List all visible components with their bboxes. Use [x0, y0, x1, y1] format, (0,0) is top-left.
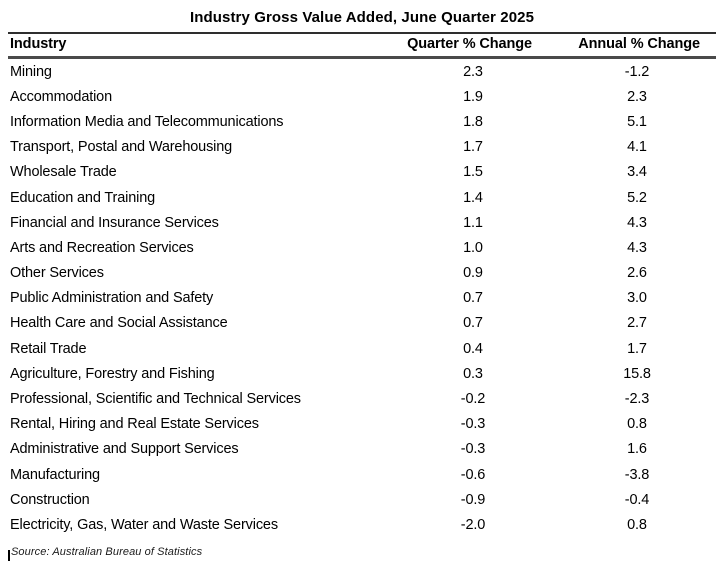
quarter-change-cell: 0.7	[463, 315, 483, 332]
annual-change-cell: 4.3	[627, 214, 647, 231]
quarter-change-cell: -2.0	[460, 516, 486, 533]
annual-change-cell: 2.7	[627, 315, 647, 332]
table-row: Professional, Scientific and Technical S…	[8, 386, 716, 411]
annual-change-cell: 4.3	[627, 239, 647, 256]
industry-cell: Health Care and Social Assistance	[10, 315, 228, 332]
quarter-change-cell: -0.6	[460, 466, 486, 483]
annual-change-cell: 1.6	[627, 441, 647, 458]
quarter-change-cell: -0.3	[460, 416, 486, 433]
table-row: Information Media and Telecommunications…	[8, 109, 716, 134]
page-title: Industry Gross Value Added, June Quarter…	[189, 9, 535, 26]
source-note: Source: Australian Bureau of Statistics	[11, 546, 203, 558]
industry-cell: Electricity, Gas, Water and Waste Servic…	[10, 516, 278, 533]
table-row: Health Care and Social Assistance 0.7 2.7	[8, 311, 716, 336]
industry-cell: Agriculture, Forestry and Fishing	[10, 365, 215, 382]
annual-change-cell: 5.2	[627, 189, 647, 206]
table-row: Administrative and Support Services -0.3 1…	[8, 437, 716, 462]
quarter-change-cell: 1.9	[463, 88, 483, 105]
annual-change-cell: 15.8	[623, 365, 651, 382]
quarter-change-cell: 1.4	[463, 189, 483, 206]
annual-change-cell: 3.4	[627, 164, 647, 181]
annual-change-cell: 0.8	[627, 516, 647, 533]
table-row: Manufacturing -0.6 -3.8	[8, 462, 716, 487]
table-row: Accommodation 1.9 2.3	[8, 84, 716, 109]
column-header-annual-pct-change: Annual % Change	[578, 36, 700, 52]
industry-cell: Mining	[10, 63, 52, 80]
industry-cell: Other Services	[10, 265, 104, 282]
industry-cell: Public Administration and Safety	[10, 290, 214, 307]
industry-cell: Education and Training	[10, 189, 156, 206]
quarter-change-cell: 1.1	[463, 214, 483, 231]
table-row: Mining 2.3 -1.2	[8, 58, 716, 85]
column-header-quarter-pct-change: Quarter % Change	[407, 36, 532, 52]
table-header-row: Industry Quarter % Change Annual % Chang…	[8, 33, 716, 58]
quarter-change-cell: -0.2	[460, 391, 486, 408]
table-row: Education and Training 1.4 5.2	[8, 185, 716, 210]
industry-cell: Construction	[10, 491, 90, 508]
industry-cell: Rental, Hiring and Real Estate Services	[10, 416, 259, 433]
industry-cell: Financial and Insurance Services	[10, 214, 219, 231]
industry-cell: Manufacturing	[10, 466, 100, 483]
table-row: Wholesale Trade 1.5 3.4	[8, 160, 716, 185]
quarter-change-cell: 1.5	[463, 164, 483, 181]
quarter-change-cell: 2.3	[463, 63, 483, 80]
table-row: Retail Trade 0.4 1.7	[8, 336, 716, 361]
industry-cell: Wholesale Trade	[10, 164, 117, 181]
annual-change-cell: -2.3	[624, 391, 650, 408]
annual-change-cell: 2.6	[627, 265, 647, 282]
table-row: Arts and Recreation Services 1.0 4.3	[8, 235, 716, 260]
industry-gva-table: Industry Quarter % Change Annual % Chang…	[8, 32, 716, 538]
industry-cell: Information Media and Telecommunications	[10, 113, 284, 130]
quarter-change-cell: 0.7	[463, 290, 483, 307]
table-row: Electricity, Gas, Water and Waste Servic…	[8, 512, 716, 537]
table-row: Rental, Hiring and Real Estate Services -…	[8, 412, 716, 437]
column-header-industry: Industry	[10, 36, 67, 52]
annual-change-cell: 3.0	[627, 290, 647, 307]
annual-change-cell: -0.4	[624, 491, 650, 508]
industry-cell: Accommodation	[10, 88, 113, 105]
quarter-change-cell: -0.3	[460, 441, 486, 458]
quarter-change-cell: 1.0	[463, 239, 483, 256]
annual-change-cell: 5.1	[627, 113, 647, 130]
industry-cell: Administrative and Support Services	[10, 441, 239, 458]
annual-change-cell: 0.8	[627, 416, 647, 433]
annual-change-cell: 4.1	[627, 139, 647, 156]
quarter-change-cell: 0.4	[463, 340, 483, 357]
table-row: Agriculture, Forestry and Fishing 0.3 15.8	[8, 361, 716, 386]
table-body: Mining 2.3 -1.2 Accommodation 1.9 2.3 Informat…	[8, 58, 716, 538]
quarter-change-cell: 0.9	[463, 265, 483, 282]
industry-cell: Transport, Postal and Warehousing	[10, 139, 233, 156]
industry-cell: Arts and Recreation Services	[10, 239, 194, 256]
text-cursor	[8, 550, 10, 561]
table-row: Other Services 0.9 2.6	[8, 261, 716, 286]
quarter-change-cell: -0.9	[460, 491, 486, 508]
industry-cell: Retail Trade	[10, 340, 87, 357]
annual-change-cell: 1.7	[627, 340, 647, 357]
table-row: Public Administration and Safety 0.7 3.0	[8, 286, 716, 311]
table-row: Construction -0.9 -0.4	[8, 487, 716, 512]
quarter-change-cell: 1.8	[463, 113, 483, 130]
annual-change-cell: -3.8	[624, 466, 650, 483]
annual-change-cell: -1.2	[624, 63, 650, 80]
industry-cell: Professional, Scientific and Technical S…	[10, 391, 301, 408]
table-row: Transport, Postal and Warehousing 1.7 4.1	[8, 135, 716, 160]
quarter-change-cell: 1.7	[463, 139, 483, 156]
annual-change-cell: 2.3	[627, 88, 647, 105]
table-row: Financial and Insurance Services 1.1 4.3	[8, 210, 716, 235]
quarter-change-cell: 0.3	[463, 365, 483, 382]
